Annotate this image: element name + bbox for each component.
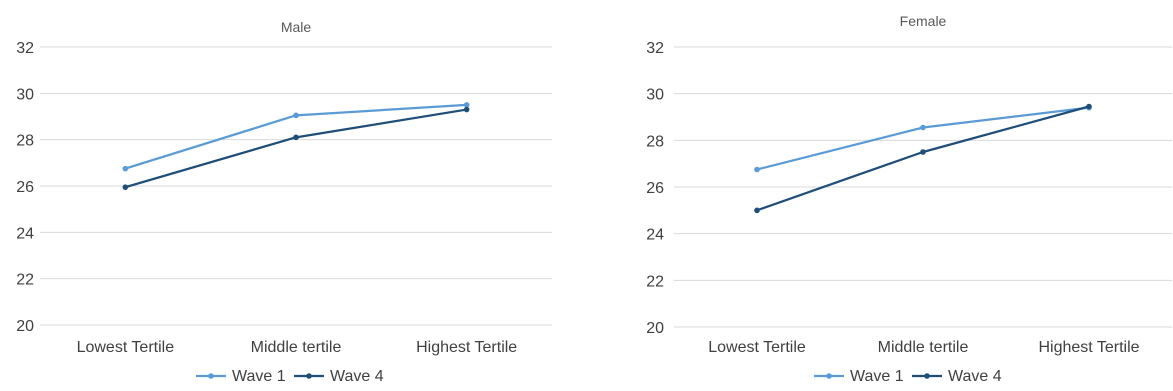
legend-label: Wave 4 [330,368,384,385]
x-category-label: Middle tertile [251,339,342,356]
y-tick-label: 32 [646,40,664,57]
data-point [754,207,760,214]
data-point [122,184,129,190]
legend-swatch-marker [924,373,930,379]
chart-title: Male [281,19,312,35]
legend-swatch-marker [826,373,832,379]
data-point [463,102,470,108]
y-tick-label: 26 [646,180,664,197]
data-point [920,149,926,155]
series-line-wave-4 [756,105,1090,212]
legend-item: Wave 4 [912,368,1002,385]
legend-item: Wave 4 [294,368,384,385]
y-tick-label: 22 [646,273,664,290]
y-tick-label: 26 [16,179,34,196]
data-point [293,112,299,119]
series-line-wave-1 [756,106,1090,171]
y-tick-label: 28 [16,133,34,150]
data-point [463,106,470,113]
x-category-label: Highest Tertile [1038,339,1139,356]
legend-label: Wave 1 [850,368,904,385]
series-line-wave-4 [125,108,467,189]
y-tick-label: 30 [16,86,34,103]
legend-swatch-marker [306,373,312,379]
legend-item: Wave 1 [196,368,286,385]
y-tick-label: 32 [16,40,34,57]
data-point [920,124,926,131]
legend-item: Wave 1 [814,368,904,385]
chart-title: Female [900,13,947,29]
x-category-label: Lowest Tertile [708,339,806,356]
y-tick-label: 24 [16,225,34,242]
chart-female: Female 20 22 24 26 28 30 32 Lowest Tertile Middle… [646,13,1172,385]
data-point [754,166,760,173]
x-category-label: Lowest Tertile [77,339,175,356]
data-point [122,165,129,172]
y-tick-label: 20 [16,318,34,335]
legend-label: Wave 1 [232,368,286,385]
data-point [1086,103,1092,110]
data-point [293,134,299,141]
legend-swatch-marker [208,373,214,379]
chart-male: Male 20 22 24 26 28 30 32 Lowest Tertile Middle t… [16,19,552,385]
y-tick-label: 28 [646,133,664,150]
y-tick-label: 30 [646,87,664,104]
x-category-label: Highest Tertile [416,339,517,356]
legend-label: Wave 4 [948,368,1002,385]
y-tick-label: 24 [646,227,664,244]
x-category-label: Middle tertile [878,339,969,356]
y-tick-label: 20 [646,320,664,337]
y-tick-label: 22 [16,272,34,289]
